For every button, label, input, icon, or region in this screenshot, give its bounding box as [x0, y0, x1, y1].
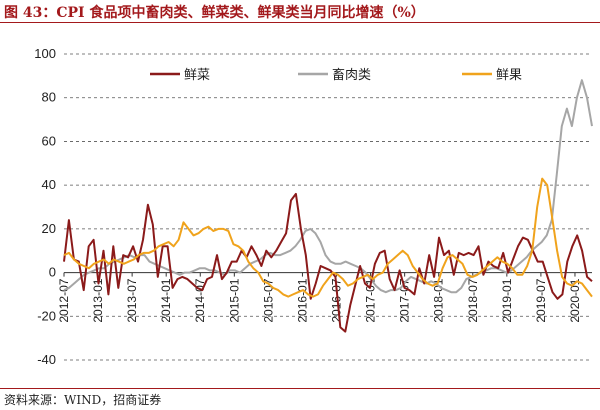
x-tick-label: 2020-01	[568, 278, 582, 322]
y-tick-label: -20	[37, 308, 56, 323]
y-tick-label: 60	[42, 133, 56, 148]
series-line-2	[63, 79, 593, 294]
gridlines	[64, 53, 592, 361]
title-divider	[0, 22, 600, 23]
y-tick-label: -40	[37, 352, 56, 367]
x-tick-label: 2019-07	[534, 278, 548, 322]
y-tick-label: 100	[34, 46, 56, 61]
y-tick-label: 80	[42, 90, 56, 105]
series-line-1	[63, 192, 593, 333]
legend-label: 鲜果	[496, 68, 522, 83]
legend: 鲜菜 畜肉类 鲜果	[150, 67, 522, 83]
x-tick-label: 2014-07	[193, 278, 207, 322]
x-axis: 2012-07 2013-01 2013-07 2014-01 2014-07 2015-…	[57, 272, 592, 323]
x-tick-label: 2014-01	[159, 278, 173, 322]
x-tick-label: 2013-01	[91, 278, 105, 322]
series-line-3	[63, 177, 593, 298]
x-tick-label: 2015-01	[227, 278, 241, 322]
y-tick-label: 20	[42, 221, 56, 236]
legend-label: 鲜菜	[184, 68, 210, 83]
line-chart: -40 -20 0 20 40 60 80 100 2012-07 2013-01 2013-07…	[34, 46, 593, 367]
x-tick-label: 2016-01	[295, 278, 309, 322]
y-tick-label: 40	[42, 177, 56, 192]
chart-title: 图 43：CPI 食品项中畜肉类、鲜菜类、鲜果类当月同比增速（%）	[4, 5, 425, 21]
x-tick-label: 2018-07	[466, 278, 480, 322]
source-divider	[0, 388, 600, 389]
y-tick-label: 0	[49, 265, 56, 280]
series-lines	[63, 79, 593, 333]
legend-label: 畜肉类	[332, 67, 371, 83]
y-axis-ticks: -40 -20 0 20 40 60 80 100	[34, 46, 56, 367]
x-tick-label: 2016-07	[330, 278, 344, 322]
x-tick-label: 2019-01	[500, 278, 514, 322]
x-tick-label: 2012-07	[57, 278, 71, 322]
x-tick-label: 2013-07	[125, 278, 139, 322]
x-tick-label: 2017-01	[364, 278, 378, 322]
source-note: 资料来源：WIND，招商证券	[4, 393, 162, 407]
x-tick-label: 2015-07	[261, 278, 275, 322]
